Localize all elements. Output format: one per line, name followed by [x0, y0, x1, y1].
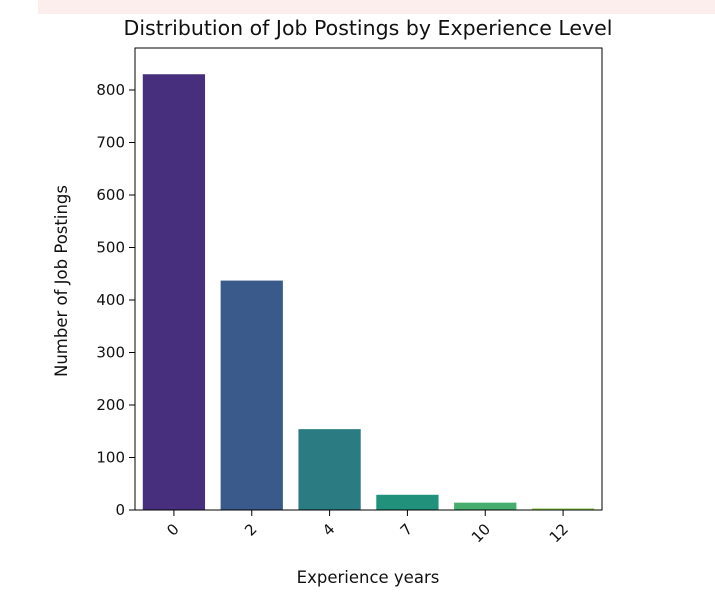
y-tick-label: 300 [96, 344, 125, 362]
y-tick-label: 100 [96, 449, 125, 467]
y-axis-ticks: 0 100 200 300 400 500 600 700 800 [96, 81, 135, 519]
x-tick-label: 4 [319, 520, 338, 539]
chart-title: Distribution of Job Postings by Experien… [124, 16, 613, 40]
bar-12 [531, 508, 595, 510]
bar-10 [454, 502, 517, 510]
bars-group [142, 74, 595, 510]
top-strip [38, 0, 715, 14]
x-tick-label: 12 [546, 520, 572, 546]
y-tick-label: 600 [96, 186, 125, 204]
plot-frame [134, 47, 603, 511]
x-tick-label: 10 [468, 520, 494, 546]
x-axis-label: Experience years [297, 568, 440, 587]
y-tick-label: 200 [96, 396, 125, 414]
y-axis-label: Number of Job Postings [52, 185, 71, 377]
bar-2 [220, 280, 283, 510]
bar-0 [142, 74, 206, 510]
x-tick-label: 0 [163, 520, 182, 539]
y-tick-label: 0 [115, 501, 125, 519]
x-tick-label: 2 [241, 520, 260, 539]
y-tick-label: 400 [96, 291, 125, 309]
bar-4 [298, 429, 361, 510]
y-tick-label: 800 [96, 81, 125, 99]
x-axis-ticks: 0 2 4 7 10 12 [163, 510, 572, 546]
bar-7 [376, 494, 439, 510]
x-tick-label: 7 [397, 520, 416, 539]
y-tick-label: 700 [96, 134, 125, 152]
y-tick-label: 500 [96, 239, 125, 257]
